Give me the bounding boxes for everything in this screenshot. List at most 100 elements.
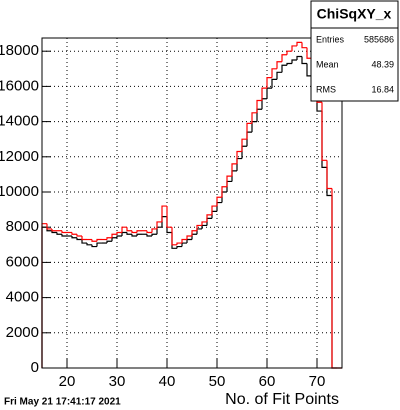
- histogram-bin: [216, 196, 222, 207]
- histogram-bin: [106, 240, 112, 244]
- histogram-bin: [91, 239, 97, 242]
- histogram-bin: [306, 47, 312, 59]
- histogram-bin: [121, 226, 127, 233]
- histogram-bin: [226, 175, 232, 187]
- histogram-bin: [136, 230, 142, 233]
- histogram-bin: [206, 214, 212, 222]
- histogram-bin: [146, 234, 152, 237]
- histogram-bin: [271, 68, 277, 78]
- histogram-bin: [201, 221, 207, 226]
- histogram-bin: [76, 234, 82, 237]
- x-tick-label: 40: [159, 373, 176, 390]
- histogram-bin: [326, 160, 332, 190]
- histogram-bin: [81, 239, 87, 244]
- histogram-bin: [161, 205, 167, 222]
- histogram-bin: [71, 232, 77, 235]
- y-tick-label: 4000: [6, 289, 39, 306]
- stats-label: Entries: [316, 34, 345, 44]
- stats-label: RMS: [316, 84, 336, 94]
- histogram-bin: [266, 77, 272, 89]
- histogram-bin: [256, 99, 262, 113]
- histogram-bin: [116, 231, 122, 235]
- histogram-bin: [116, 235, 122, 238]
- x-tick-label: 70: [309, 373, 326, 390]
- histogram-bin: [261, 87, 267, 101]
- histogram-bin: [96, 242, 102, 247]
- y-tick-label: 6000: [6, 253, 39, 270]
- histogram-bin: [291, 59, 297, 64]
- histogram-bin: [236, 150, 242, 164]
- histogram-bin: [176, 245, 182, 249]
- histogram-bin: [301, 56, 307, 65]
- histogram-bin: [151, 233, 157, 236]
- histogram-bin: [241, 138, 247, 152]
- x-tick-label: 30: [109, 373, 126, 390]
- histogram-bin: [271, 78, 277, 89]
- histogram-bin: [281, 54, 287, 62]
- histogram-bin: [131, 234, 137, 237]
- histogram-bin: [181, 238, 187, 244]
- histogram-bin: [56, 232, 62, 235]
- histogram-bin: [321, 102, 327, 161]
- stats-box: [310, 0, 399, 102]
- histogram-bin: [46, 223, 52, 230]
- histogram-bin: [296, 41, 302, 46]
- stats-value: 16.84: [371, 84, 394, 94]
- histogram-bin: [191, 230, 197, 236]
- stats-value: 585686: [364, 34, 394, 44]
- histogram-bin: [231, 163, 237, 177]
- histogram-bin: [171, 227, 177, 246]
- histogram-bin: [156, 221, 162, 229]
- stats-title: ChiSqXY_x: [317, 6, 392, 22]
- histogram-bin: [296, 55, 302, 60]
- stats-value: 48.39: [371, 59, 394, 69]
- x-tick-label: 60: [259, 373, 276, 390]
- histogram-bin: [196, 224, 202, 231]
- histogram-bin: [126, 232, 132, 235]
- histogram-bin: [306, 63, 312, 77]
- y-tick-label: 16000: [0, 77, 39, 94]
- y-tick-label: 8000: [6, 218, 39, 235]
- x-tick-label: 50: [209, 373, 226, 390]
- footer: Fri May 21 17:41:17 2021: [4, 397, 121, 408]
- y-tick-label: 0: [31, 359, 39, 376]
- histogram-bin: [86, 243, 92, 246]
- histogram-bin: [276, 71, 282, 80]
- histogram-bin: [301, 42, 307, 49]
- y-tick-label: 14000: [0, 113, 39, 130]
- y-tick-label: 10000: [0, 183, 39, 200]
- histogram-bin: [286, 50, 292, 55]
- histogram-bin: [151, 228, 157, 233]
- histogram-bin: [186, 235, 192, 240]
- histogram-bin: [281, 64, 287, 73]
- histogram-bin: [176, 242, 182, 245]
- histogram-bin: [246, 122, 252, 140]
- y-tick-label: 18000: [0, 42, 39, 59]
- histogram-bin: [71, 236, 77, 239]
- histogram-bin: [91, 244, 97, 248]
- histogram-bin: [146, 230, 152, 234]
- histogram-bin: [81, 236, 87, 241]
- histogram-bin: [276, 61, 282, 69]
- histogram-bin: [111, 233, 117, 238]
- y-tick-label: 12000: [0, 148, 39, 165]
- histogram-bin: [166, 206, 172, 228]
- histogram-bin: [136, 233, 142, 236]
- histogram-bin: [76, 237, 82, 241]
- histogram-bin: [131, 230, 137, 234]
- histogram-bin: [286, 62, 292, 66]
- histogram-bin: [51, 228, 57, 232]
- histogram-bin: [61, 230, 67, 234]
- histogram-bin: [106, 237, 112, 240]
- plot-frame: [41, 37, 343, 369]
- histogram-bin: [291, 45, 297, 52]
- histogram-bin: [251, 112, 257, 124]
- histogram-bin: [96, 238, 102, 242]
- histogram-bin: [126, 227, 132, 232]
- x-tick-label: 20: [59, 373, 76, 390]
- histogram-bin: [221, 186, 227, 198]
- y-tick-label: 2000: [6, 324, 39, 341]
- x-axis-title: No. of Fit Points: [225, 391, 339, 408]
- stats-label: Mean: [316, 59, 339, 69]
